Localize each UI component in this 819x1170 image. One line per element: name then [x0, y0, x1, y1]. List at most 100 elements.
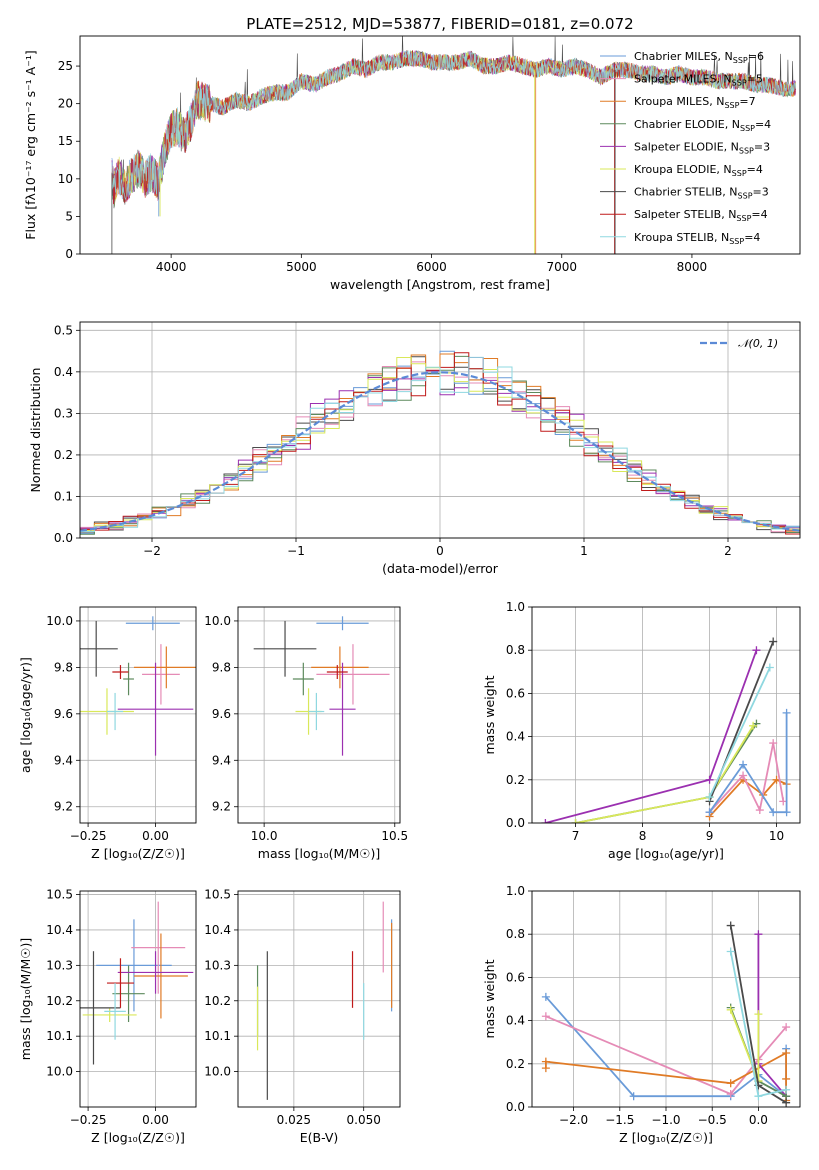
weight-marker	[705, 775, 714, 784]
legend-label-1: Salpeter MILES, NSSP=5	[634, 73, 763, 88]
legend-suffix: =7	[739, 95, 755, 108]
plot-area	[80, 350, 800, 535]
y-tick-label: 0.4	[506, 1014, 525, 1028]
legend-name: Chabrier STELIB, N	[634, 186, 738, 199]
weight-marker	[629, 1092, 638, 1101]
x-tick-label: 2	[724, 544, 732, 558]
chart-spectrum: 4000 5000 6000 7000 8000 0 5 10 15 20 25 wavelength…	[23, 15, 801, 292]
weight-marker	[769, 637, 778, 646]
spectrum-line-8	[111, 50, 797, 201]
axes-frame	[79, 321, 801, 539]
grid-lines	[80, 607, 196, 823]
y-tick-label: 9.4	[212, 753, 231, 767]
x-tick-label: 10	[769, 829, 784, 843]
weight-marker	[754, 1010, 763, 1019]
legend-sub: SSP	[733, 56, 748, 65]
x-tick-label: 0.0	[749, 1113, 768, 1127]
legend-suffix: =4	[744, 231, 760, 244]
legend-name: Salpeter STELIB, N	[634, 208, 736, 221]
y-tick-label: 9.6	[212, 707, 231, 721]
chart-weight-vs-Z: −2.0 −1.5 −1.0 −0.5 0.0 0.0 0.2 0.4 0.6 0.8 1.0 Z […	[482, 884, 801, 1145]
legend-name: Salpeter MILES, N	[634, 73, 732, 86]
y-tick-label: 10.4	[204, 923, 231, 937]
legend-sub: SSP	[732, 169, 747, 178]
y-tick-label: 15	[58, 134, 73, 148]
x-tick-label: −2	[143, 544, 161, 558]
y-tick-label: 10.3	[46, 958, 73, 972]
x-tick-label: −1	[287, 544, 305, 558]
legend-name: Kroupa STELIB, N	[634, 231, 729, 244]
x-tick-label: −1.5	[605, 1113, 634, 1127]
histogram-step-8	[80, 356, 800, 532]
x-tick-label: 7	[572, 829, 580, 843]
y-tick-label: 1.0	[506, 884, 525, 898]
legend-label-3: Chabrier ELODIE, NSSP=4	[634, 118, 771, 133]
weight-marker	[749, 721, 758, 730]
y-tick-label: 10.5	[204, 888, 231, 902]
legend-suffix: =4	[755, 118, 771, 131]
x-tick-label: 0.025	[277, 1113, 311, 1127]
grid-lines	[238, 607, 400, 823]
y-axis-label: Normed distribution	[28, 368, 43, 493]
y-tick-label: 0.3	[54, 406, 73, 420]
legend-suffix: =4	[751, 208, 767, 221]
y-axis-label: Flux [fλ10⁻¹⁷ erg cm⁻² s⁻¹ A⁻¹]	[23, 50, 38, 239]
weight-marker	[541, 1057, 550, 1066]
legend-sub: SSP	[736, 214, 751, 223]
y-tick-label: 9.8	[54, 660, 73, 674]
x-tick-label: 7000	[546, 260, 577, 274]
y-tick-label: 0.8	[506, 927, 525, 941]
y-tick-label: 10.1	[46, 1029, 73, 1043]
weight-marker	[752, 646, 761, 655]
y-axis-label: age [log₁₀(age/yr)]	[18, 657, 33, 773]
y-tick-label: 0.8	[506, 643, 525, 657]
axes-frame	[531, 890, 801, 1108]
y-tick-label: 10.2	[46, 994, 73, 1008]
weight-marker	[571, 819, 580, 823]
weight-marker	[726, 1090, 735, 1099]
plot-area	[253, 616, 390, 756]
x-tick-label: −1.0	[651, 1113, 680, 1127]
weight-marker	[769, 739, 778, 748]
y-tick-label: 20	[58, 97, 73, 111]
weight-marker	[705, 808, 714, 817]
y-tick-label: 10.4	[46, 923, 73, 937]
weight-marker	[755, 806, 764, 815]
legend-sub: SSP	[738, 192, 753, 201]
legend: 𝒩(0, 1)	[700, 337, 778, 350]
gaussian-curve	[80, 371, 800, 532]
y-tick-label: 0.0	[506, 816, 525, 830]
y-tick-label: 0.2	[506, 773, 525, 787]
x-axis-label: Z [log₁₀(Z/Z☉)]	[91, 1130, 185, 1145]
weight-marker	[782, 1049, 791, 1057]
weight-marker	[782, 1098, 791, 1107]
weight-marker	[739, 760, 748, 769]
y-tick-label: 0.6	[506, 970, 525, 984]
x-tick-label: 1	[580, 544, 588, 558]
y-tick-label: 9.6	[54, 707, 73, 721]
legend-label-7: Salpeter STELIB, NSSP=4	[634, 208, 768, 223]
y-tick-label: 1.0	[506, 600, 525, 614]
weight-marker	[769, 808, 778, 817]
x-axis-label: E(B-V)	[300, 1130, 339, 1145]
weight-marker	[782, 1023, 791, 1032]
y-tick-label: 0.0	[54, 531, 73, 545]
axes-frame	[237, 606, 401, 824]
axes-frame	[79, 890, 197, 1108]
legend-name: Chabrier MILES, N	[634, 50, 733, 63]
weight-line-8	[708, 667, 771, 798]
y-axis-label: mass weight	[482, 959, 497, 1038]
legend-sub: SSP	[724, 101, 739, 110]
plot-area	[256, 901, 393, 1100]
x-tick-label: 0.050	[347, 1113, 381, 1127]
chart-weight-vs-age: 7 8 9 10 0.0 0.2 0.4 0.6 0.8 1.0 age [log₁₀(age/yr…	[482, 600, 801, 861]
weight-marker	[705, 793, 714, 802]
legend-suffix: =3	[753, 186, 769, 199]
weight-line-1	[545, 1015, 787, 1096]
x-axis-label: mass [log₁₀(M/M☉)]	[258, 846, 380, 861]
legend-label-4: Salpeter ELODIE, NSSP=3	[634, 140, 770, 155]
x-tick-label: 0.00	[142, 1113, 169, 1127]
y-tick-label: 10.0	[204, 1065, 231, 1079]
legend-sub: SSP	[732, 79, 747, 88]
